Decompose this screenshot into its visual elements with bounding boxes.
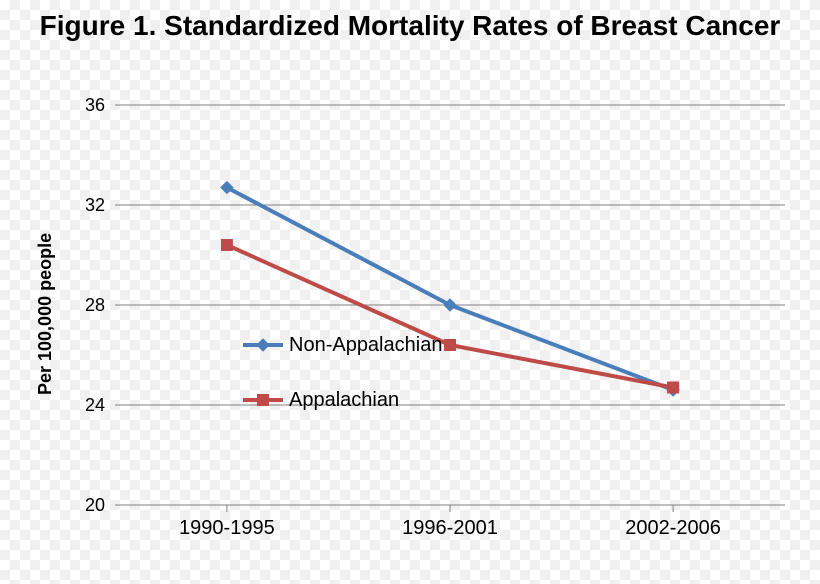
y-axis-label: Per 100,000 people xyxy=(35,233,56,395)
plot-area xyxy=(115,105,785,505)
square-marker-icon xyxy=(256,393,271,408)
legend-label: Appalachian xyxy=(289,389,399,412)
y-tick-label: 32 xyxy=(65,195,105,216)
y-tick-label: 24 xyxy=(65,395,105,416)
y-tick-label: 28 xyxy=(65,295,105,316)
diamond-marker-icon xyxy=(255,337,271,353)
x-tick-label: 1996-2001 xyxy=(380,517,520,540)
legend-swatch xyxy=(243,335,283,355)
x-tick-label: 2002-2006 xyxy=(603,517,743,540)
y-tick-label: 36 xyxy=(65,95,105,116)
legend-item: Appalachian xyxy=(243,380,442,420)
legend: Non-Appalachian Appalachian xyxy=(243,325,442,435)
plot-svg xyxy=(115,105,785,505)
legend-label: Non-Appalachian xyxy=(289,334,442,357)
legend-item: Non-Appalachian xyxy=(243,325,442,365)
chart-container: Figure 1. Standardized Mortality Rates o… xyxy=(0,0,820,584)
y-tick-label: 20 xyxy=(65,495,105,516)
chart-title: Figure 1. Standardized Mortality Rates o… xyxy=(0,8,820,43)
x-tick-label: 1990-1995 xyxy=(157,517,297,540)
legend-swatch xyxy=(243,390,283,410)
